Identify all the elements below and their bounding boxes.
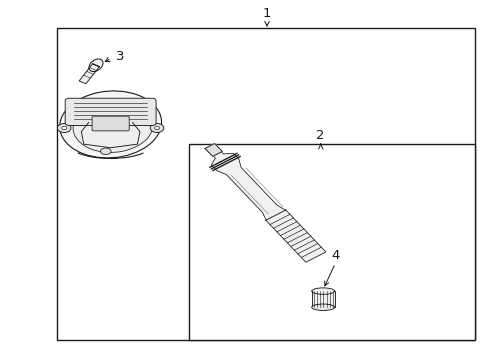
Ellipse shape <box>57 123 71 132</box>
Ellipse shape <box>89 59 103 72</box>
Polygon shape <box>312 291 335 307</box>
Ellipse shape <box>100 148 111 154</box>
Text: 3: 3 <box>116 50 124 63</box>
Text: 1: 1 <box>263 7 271 20</box>
Ellipse shape <box>155 126 159 130</box>
Text: 4: 4 <box>331 249 340 262</box>
Ellipse shape <box>73 100 153 153</box>
Ellipse shape <box>312 304 335 310</box>
Polygon shape <box>79 64 99 84</box>
Ellipse shape <box>150 123 164 132</box>
FancyBboxPatch shape <box>65 98 156 126</box>
Bar <box>57 28 475 339</box>
Ellipse shape <box>62 126 67 130</box>
Polygon shape <box>209 148 326 262</box>
Ellipse shape <box>312 288 335 294</box>
Text: 2: 2 <box>317 129 325 142</box>
Bar <box>189 144 475 339</box>
FancyBboxPatch shape <box>92 116 129 131</box>
Polygon shape <box>205 144 222 156</box>
Ellipse shape <box>60 91 162 158</box>
